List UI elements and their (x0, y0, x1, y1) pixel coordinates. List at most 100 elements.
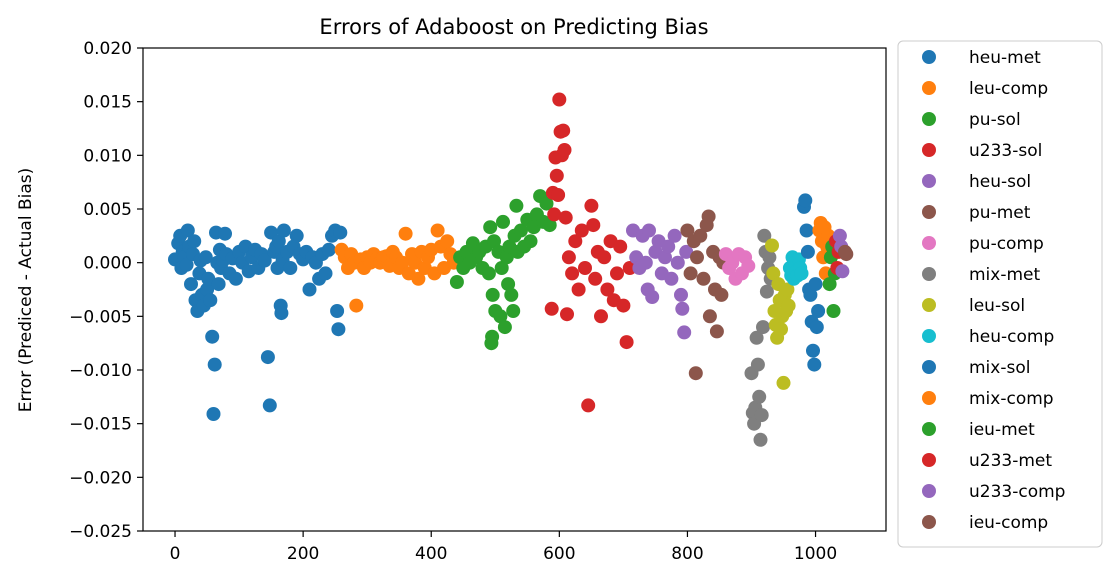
data-point (588, 271, 603, 286)
data-point (680, 223, 695, 238)
data-point (581, 398, 596, 413)
data-point (560, 307, 574, 322)
x-tick-label: 400 (415, 544, 447, 564)
data-point (688, 366, 703, 381)
data-point (430, 223, 445, 238)
legend-marker (922, 391, 936, 405)
data-point (203, 293, 218, 308)
data-point (780, 282, 795, 297)
data-point (600, 282, 615, 297)
data-point (449, 275, 464, 289)
data-point (638, 255, 653, 270)
legend-marker (922, 453, 936, 467)
data-point (260, 350, 275, 365)
y-tick-label: −0.015 (69, 415, 132, 435)
data-point (542, 218, 557, 233)
legend-label: heu-met (969, 48, 1041, 68)
data-point (561, 250, 576, 265)
data-point (809, 320, 824, 335)
data-point (664, 271, 679, 286)
x-tick-label: 800 (671, 544, 703, 564)
data-point (398, 226, 413, 241)
legend-marker (922, 112, 936, 126)
data-point (619, 335, 634, 350)
series-pu-comp (718, 247, 756, 286)
data-point (276, 223, 291, 238)
data-point (776, 375, 791, 390)
data-point (207, 357, 222, 372)
data-point (702, 309, 717, 324)
legend-marker (922, 81, 936, 95)
data-point (803, 287, 818, 302)
data-point (411, 271, 426, 286)
data-point (693, 228, 708, 243)
y-tick-label: 0.010 (83, 146, 132, 166)
data-point (826, 304, 841, 318)
data-point (179, 257, 194, 272)
legend: heu-met leu-comp pu-sol u233-sol heu-sol pu-m… (897, 40, 1103, 548)
y-axis-label: Error (Prediced - Actual Bias) (16, 168, 36, 413)
data-point (642, 223, 656, 238)
data-point (610, 266, 624, 281)
legend-label: pu-sol (969, 110, 1021, 130)
data-point (675, 301, 690, 316)
data-point (759, 284, 774, 299)
data-point (658, 250, 672, 265)
legend-label: leu-comp (969, 79, 1048, 99)
data-point (749, 330, 764, 345)
legend-marker (922, 360, 936, 374)
data-point (808, 277, 823, 292)
data-point (494, 261, 509, 275)
data-point (832, 228, 847, 243)
data-point (333, 225, 348, 240)
data-point (257, 253, 272, 268)
data-point (544, 301, 559, 316)
data-point (750, 357, 765, 372)
legend-label: mix-comp (969, 389, 1054, 409)
legend-frame (897, 40, 1103, 548)
legend-marker (922, 205, 936, 219)
data-point (289, 228, 304, 243)
legend-label: u233-sol (969, 141, 1042, 161)
series-u233-sol (544, 92, 637, 413)
data-point (493, 309, 508, 324)
legend-marker (922, 267, 936, 281)
data-point (262, 398, 277, 413)
data-point (547, 207, 562, 222)
data-point (807, 357, 822, 372)
data-point (762, 250, 777, 265)
legend-label: u233-met (969, 451, 1052, 471)
legend-label: pu-met (969, 203, 1031, 223)
legend-label: mix-sol (969, 358, 1030, 378)
data-point (556, 123, 571, 138)
data-point (586, 218, 601, 233)
data-point (180, 223, 195, 238)
data-point (302, 282, 317, 297)
data-point (228, 271, 243, 286)
data-point (198, 250, 213, 265)
plot-frame (142, 47, 887, 532)
legend-label: pu-comp (969, 234, 1044, 254)
data-point (483, 220, 498, 235)
y-tick-label: −0.005 (69, 307, 132, 327)
data-point (645, 290, 660, 304)
points-layer (168, 92, 854, 447)
data-point (774, 322, 788, 337)
series-heu-comp (782, 250, 809, 286)
data-point (571, 282, 586, 297)
legend-label: heu-comp (969, 327, 1054, 347)
data-point (701, 209, 716, 224)
data-point (211, 277, 226, 292)
data-point (506, 304, 521, 318)
legend-marker (922, 236, 936, 250)
data-point (670, 255, 685, 270)
series-ieu-comp (838, 244, 854, 262)
data-point (696, 271, 711, 286)
data-point (395, 255, 410, 270)
legend-label: mix-met (969, 265, 1040, 285)
data-point (622, 261, 637, 275)
data-point (835, 264, 850, 279)
data-point (756, 320, 770, 335)
data-point (499, 250, 514, 265)
